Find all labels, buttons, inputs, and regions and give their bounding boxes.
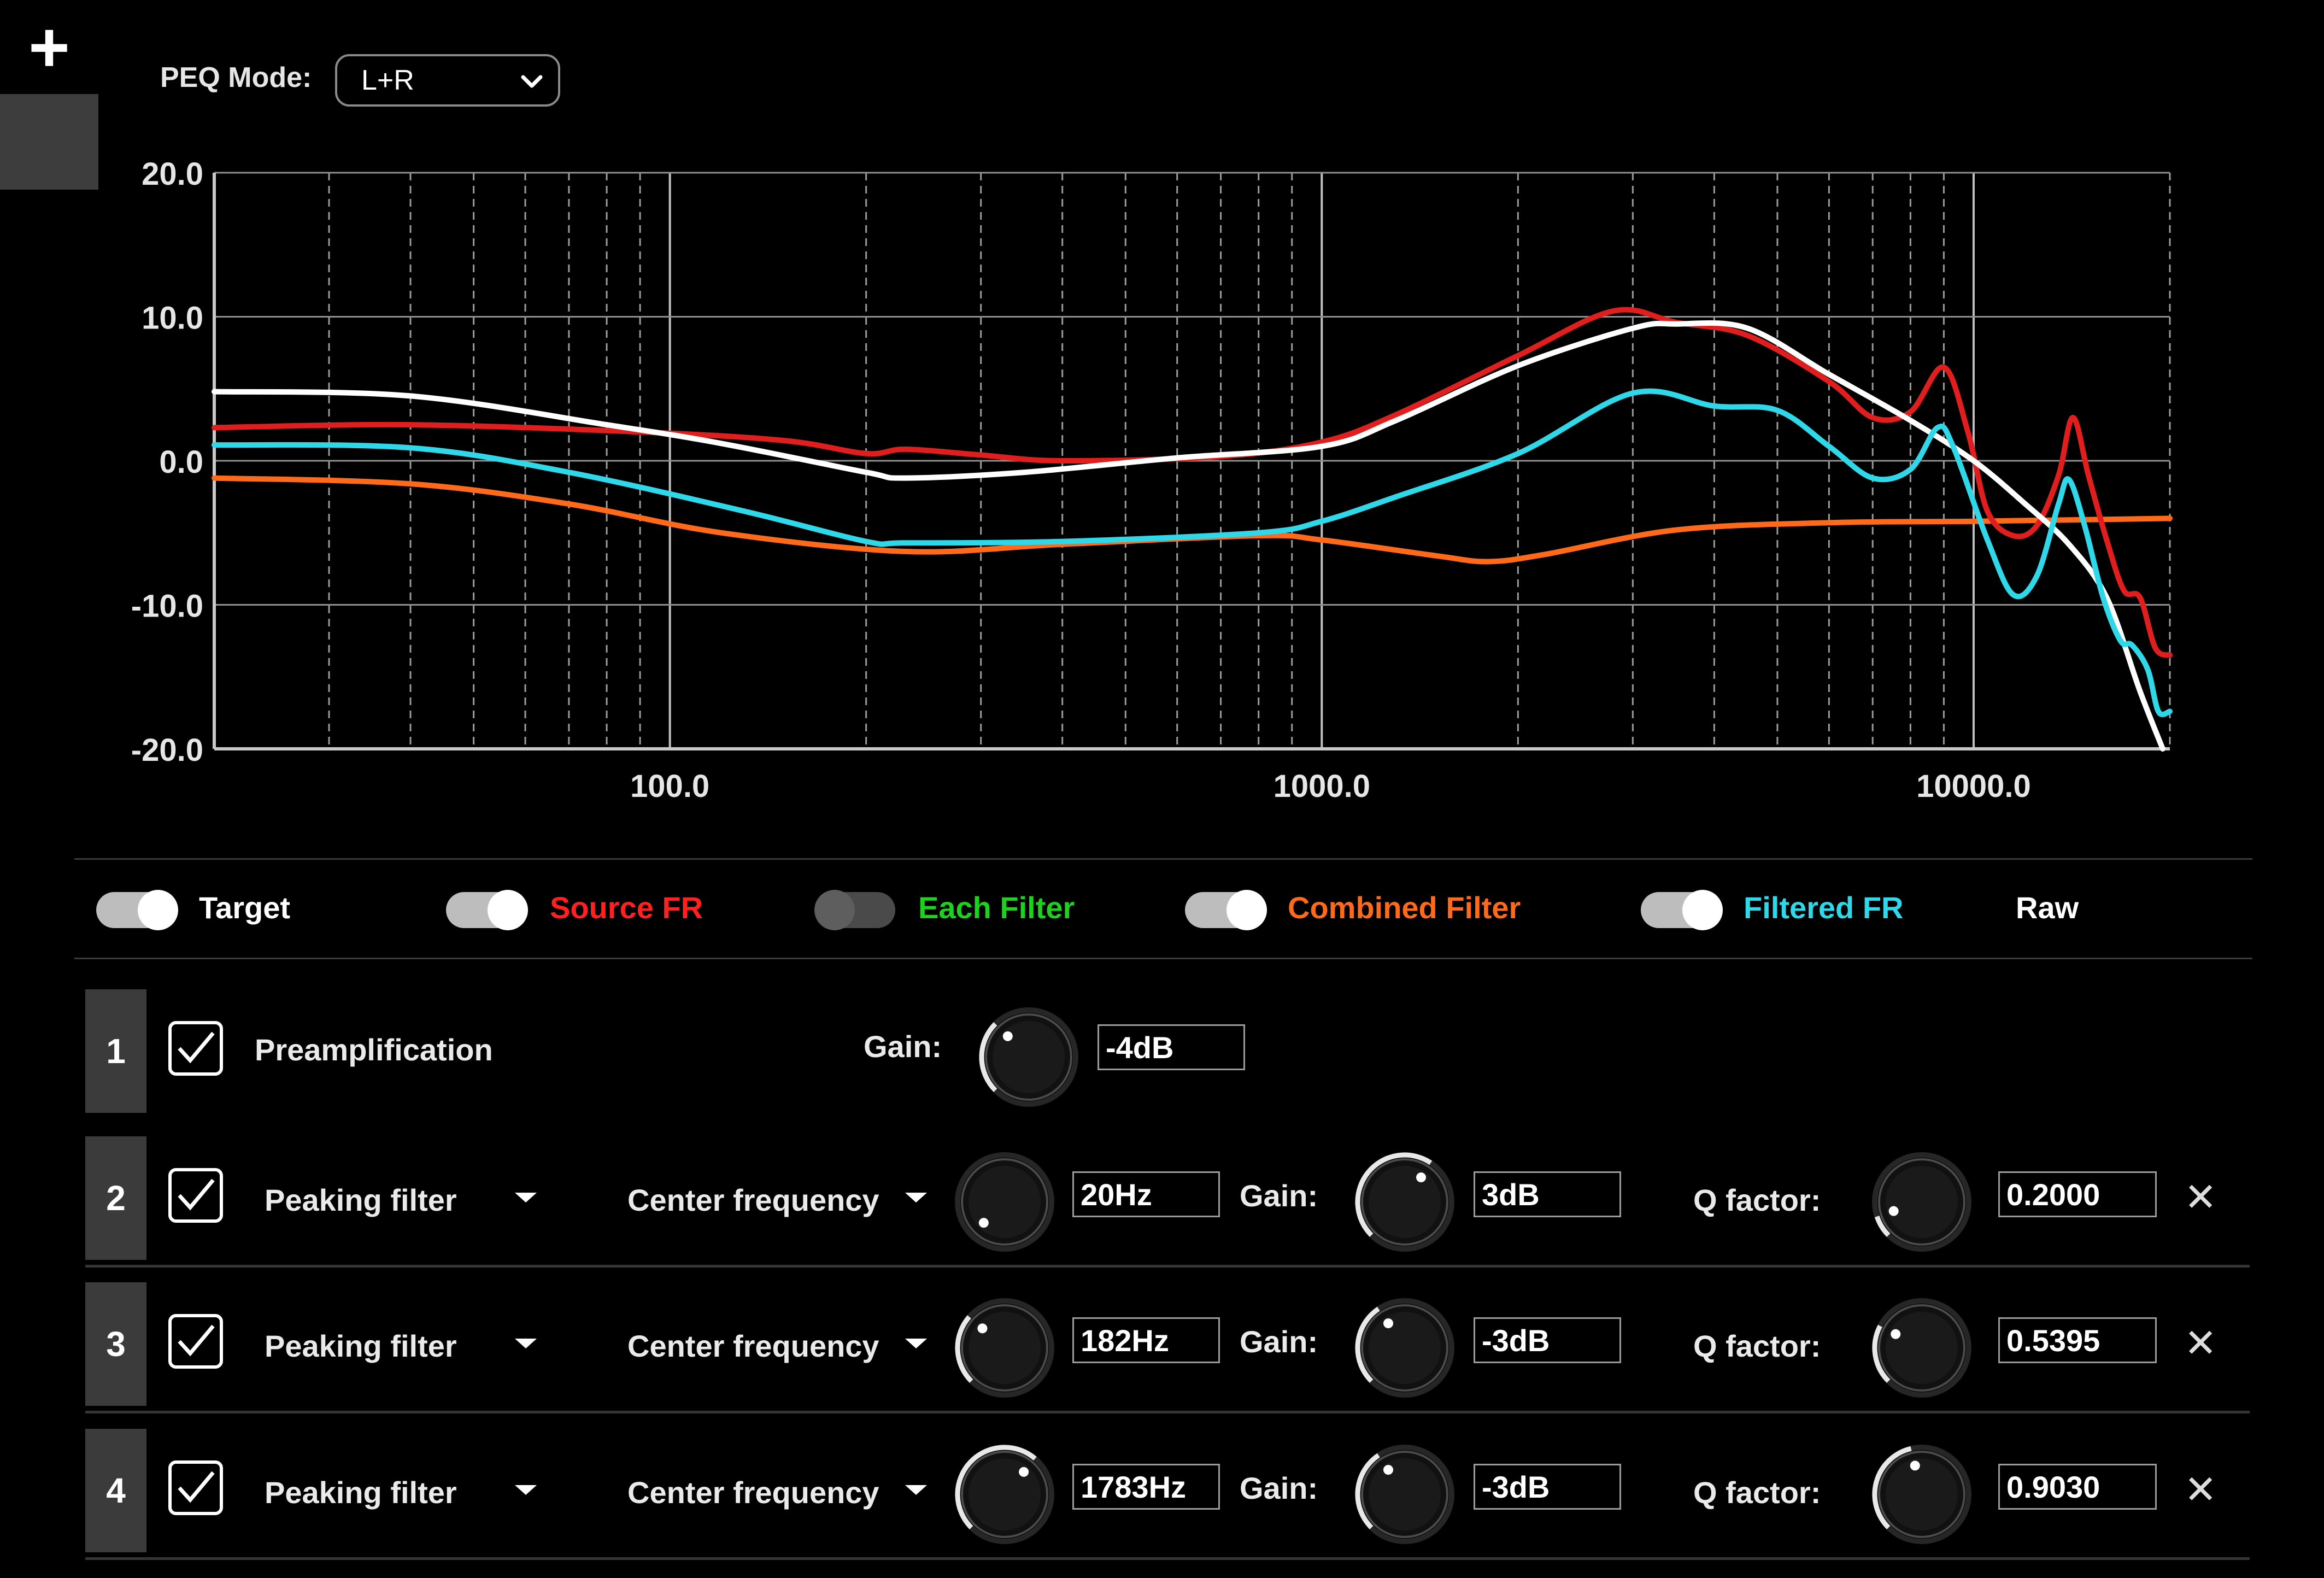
q-factor-label: Q factor: bbox=[1693, 1475, 1821, 1510]
frequency-input[interactable]: 182Hz bbox=[1072, 1317, 1220, 1363]
frequency-input[interactable]: 20Hz bbox=[1072, 1171, 1220, 1217]
gain-input[interactable]: 3dB bbox=[1474, 1171, 1621, 1217]
filter-type-select[interactable]: Peaking filter bbox=[265, 1475, 457, 1510]
gain-input[interactable]: -3dB bbox=[1474, 1464, 1621, 1510]
q-factor-knob[interactable] bbox=[1871, 1152, 1972, 1255]
row-divider bbox=[85, 1411, 2250, 1413]
filter-row: 2 Peaking filter Center frequency 20Hz G… bbox=[85, 1136, 2250, 1268]
gain-knob[interactable] bbox=[1354, 1298, 1455, 1401]
check-icon bbox=[178, 1178, 215, 1211]
gain-knob[interactable] bbox=[1354, 1152, 1455, 1255]
filter-enabled-checkbox[interactable] bbox=[168, 1460, 223, 1515]
row-index: 3 bbox=[85, 1282, 146, 1406]
q-factor-knob[interactable] bbox=[1871, 1444, 1972, 1547]
frequency-response-chart: 20.0 10.0 0.0 -10.0 -20.0 100.0 1000.0 10000.0 bbox=[131, 156, 2173, 804]
preamp-label: Preamplification bbox=[255, 1033, 493, 1067]
legend-label-filtered-fr: Filtered FR bbox=[1744, 890, 1904, 925]
remove-filter-button[interactable]: ✕ bbox=[2184, 1322, 2217, 1365]
y-tick-label: 20.0 bbox=[142, 156, 203, 192]
check-icon bbox=[178, 1031, 215, 1064]
side-tab[interactable] bbox=[0, 94, 98, 190]
q-factor-label: Q factor: bbox=[1693, 1329, 1821, 1363]
q-factor-input[interactable]: 0.9030 bbox=[1998, 1464, 2157, 1510]
toggle-source-fr[interactable] bbox=[446, 890, 528, 930]
gain-input[interactable]: -3dB bbox=[1474, 1317, 1621, 1363]
remove-filter-button[interactable]: ✕ bbox=[2184, 1176, 2217, 1219]
q-factor-label: Q factor: bbox=[1693, 1183, 1821, 1217]
frequency-knob[interactable] bbox=[954, 1444, 1055, 1547]
chevron-down-icon bbox=[521, 75, 543, 88]
x-tick-label: 1000.0 bbox=[1273, 769, 1370, 804]
series-line-combined bbox=[212, 475, 2173, 565]
divider-top bbox=[74, 858, 2252, 860]
toggle-filtered-fr[interactable] bbox=[1641, 890, 1723, 930]
q-factor-input[interactable]: 0.5395 bbox=[1998, 1317, 2157, 1363]
preamp-checkbox[interactable] bbox=[168, 1021, 223, 1076]
y-tick-label: -20.0 bbox=[131, 732, 203, 768]
row-index: 4 bbox=[85, 1429, 146, 1552]
caret-down-icon[interactable] bbox=[515, 1193, 537, 1202]
preamp-gain-input[interactable]: -4dB bbox=[1098, 1024, 1245, 1070]
frequency-input[interactable]: 1783Hz bbox=[1072, 1464, 1220, 1510]
row-index: 2 bbox=[85, 1136, 146, 1260]
caret-down-icon[interactable] bbox=[905, 1339, 927, 1348]
x-tick-label: 100.0 bbox=[630, 769, 709, 804]
y-tick-label: -10.0 bbox=[131, 589, 203, 624]
toggle-combined-filter[interactable] bbox=[1185, 890, 1267, 930]
caret-down-icon[interactable] bbox=[515, 1339, 537, 1348]
x-tick-label: 10000.0 bbox=[1916, 769, 2031, 804]
filter-enabled-checkbox[interactable] bbox=[168, 1168, 223, 1223]
series-line-source bbox=[212, 307, 2173, 658]
series-line-target bbox=[212, 320, 2165, 752]
peq-mode-label: PEQ Mode: bbox=[160, 62, 312, 93]
toggle-each-filter[interactable] bbox=[814, 890, 895, 930]
legend-label-source-fr: Source FR bbox=[550, 890, 703, 925]
legend-label-target: Target bbox=[199, 890, 290, 925]
filter-type-select[interactable]: Peaking filter bbox=[265, 1183, 457, 1217]
peq-mode-value: L+R bbox=[361, 64, 414, 96]
param-select[interactable]: Center frequency bbox=[627, 1329, 879, 1363]
caret-down-icon[interactable] bbox=[905, 1485, 927, 1495]
filter-enabled-checkbox[interactable] bbox=[168, 1314, 223, 1369]
q-factor-knob[interactable] bbox=[1871, 1298, 1972, 1401]
peq-mode-select[interactable]: L+R bbox=[335, 54, 560, 107]
preamp-gain-label: Gain: bbox=[864, 1029, 942, 1064]
q-factor-input[interactable]: 0.2000 bbox=[1998, 1171, 2157, 1217]
frequency-knob[interactable] bbox=[954, 1298, 1055, 1401]
toggle-target[interactable] bbox=[96, 890, 178, 930]
remove-filter-button[interactable]: ✕ bbox=[2184, 1468, 2217, 1512]
legend-label-raw[interactable]: Raw bbox=[2016, 890, 2079, 925]
y-tick-label: 10.0 bbox=[142, 301, 203, 336]
legend-label-combined-filter: Combined Filter bbox=[1288, 890, 1521, 925]
y-tick-label: 0.0 bbox=[159, 444, 203, 480]
row-index: 1 bbox=[85, 989, 146, 1113]
preamp-gain-knob[interactable] bbox=[978, 1007, 1079, 1110]
gain-label: Gain: bbox=[1240, 1471, 1318, 1505]
param-select[interactable]: Center frequency bbox=[627, 1475, 879, 1510]
filter-type-select[interactable]: Peaking filter bbox=[265, 1329, 457, 1363]
filter-row: 4 Peaking filter Center frequency 1783Hz… bbox=[85, 1429, 2250, 1560]
caret-down-icon[interactable] bbox=[905, 1193, 927, 1202]
caret-down-icon[interactable] bbox=[515, 1485, 537, 1495]
row-divider bbox=[85, 1557, 2250, 1560]
filter-row: 3 Peaking filter Center frequency 182Hz … bbox=[85, 1282, 2250, 1413]
add-button[interactable]: + bbox=[0, 0, 98, 94]
frequency-knob[interactable] bbox=[954, 1152, 1055, 1255]
param-select[interactable]: Center frequency bbox=[627, 1183, 879, 1217]
preamp-row: 1 Preamplification Gain: -4dB bbox=[85, 989, 2250, 1113]
legend-label-each-filter: Each Filter bbox=[918, 890, 1075, 925]
check-icon bbox=[178, 1324, 215, 1357]
row-divider bbox=[85, 1265, 2250, 1268]
check-icon bbox=[178, 1471, 215, 1503]
gain-knob[interactable] bbox=[1354, 1444, 1455, 1547]
gain-label: Gain: bbox=[1240, 1178, 1318, 1213]
series-line-filtered bbox=[212, 388, 2173, 718]
divider-legend bbox=[74, 958, 2252, 959]
gain-label: Gain: bbox=[1240, 1324, 1318, 1359]
